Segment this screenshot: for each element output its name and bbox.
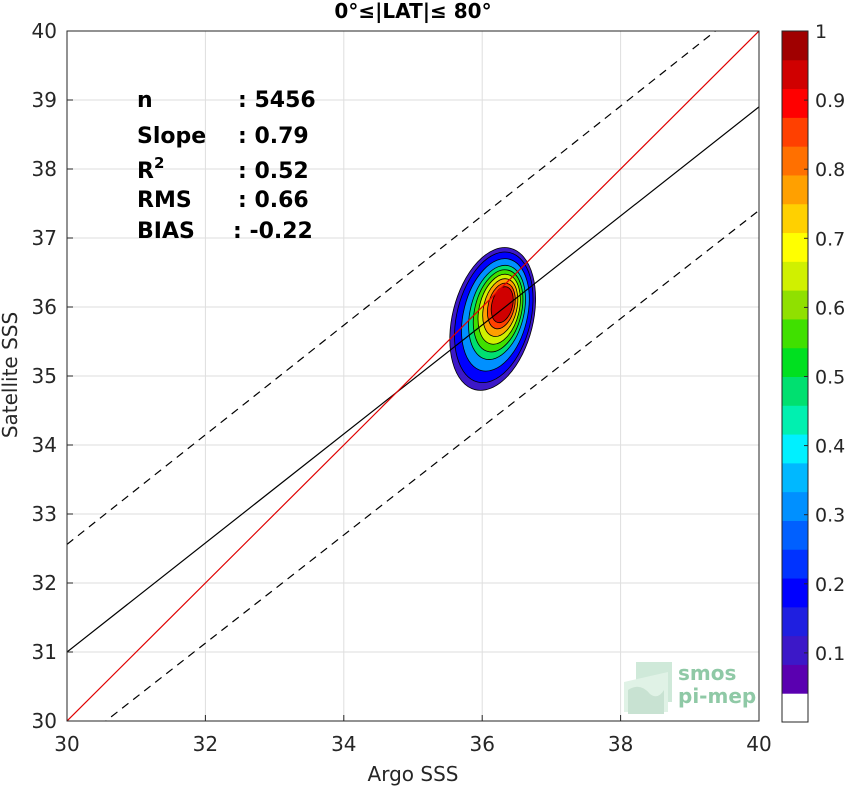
colorbar-segment	[782, 146, 808, 176]
stat-label: RMS	[137, 188, 192, 213]
y-tick-label: 39	[32, 88, 57, 112]
x-tick-label: 34	[331, 732, 356, 756]
x-tick-label: 36	[469, 732, 494, 756]
stat-value: : 0.52	[238, 159, 309, 184]
colorbar-segment	[782, 174, 808, 205]
y-axis-label: Satellite SSS	[0, 312, 22, 438]
y-tick-label: 35	[32, 364, 57, 388]
reference-lines	[67, 31, 759, 721]
colorbar-segment	[782, 117, 808, 147]
colorbar-segment	[782, 347, 808, 377]
colorbar-tick-label: 0.4	[815, 436, 845, 458]
x-tick-label: 38	[608, 732, 633, 756]
stat-label: R2	[137, 154, 164, 184]
colorbar-segment	[782, 434, 808, 464]
colorbar-segment	[782, 376, 808, 406]
x-tick-label: 30	[54, 732, 79, 756]
upper-dashed-line	[67, 31, 717, 545]
colorbar-segment	[782, 578, 808, 608]
y-tick-label: 37	[32, 226, 57, 250]
stat-value: : -0.22	[233, 219, 313, 244]
colorbar-segment	[782, 664, 808, 694]
lower-dashed-line	[104, 209, 759, 721]
colorbar-segment	[782, 693, 808, 723]
stats-box: n : 5456 Slope : 0.79 R2 : 0.52 RMS : 0.66 BIAS:…	[137, 88, 316, 244]
colorbar-segment	[782, 261, 808, 291]
colorbar-segment	[782, 59, 808, 90]
colorbar-tick-label: 0.3	[815, 505, 845, 527]
stat-label: n	[137, 88, 153, 113]
stat-superscript: 2	[154, 154, 164, 172]
colorbar-segment	[782, 88, 808, 118]
y-tick-label: 36	[32, 295, 57, 319]
y-tick-label: 32	[32, 571, 57, 595]
colorbar-segment	[782, 549, 808, 579]
colorbar-tick-label: 0.7	[815, 228, 845, 250]
colorbar-segment	[782, 635, 808, 665]
colorbar-tick-label: 0.8	[815, 159, 845, 181]
stat-label: Slope	[137, 124, 206, 149]
colorbar-segment	[782, 520, 808, 550]
y-tick-label: 38	[32, 157, 57, 181]
y-tick-label: 30	[32, 709, 57, 733]
colorbar-segment	[782, 606, 808, 637]
colorbar-segment	[782, 318, 808, 349]
colorbar-segment	[782, 232, 808, 262]
stat-label: BIAS	[137, 219, 195, 244]
x-tick-label: 40	[746, 732, 771, 756]
y-tick-label: 31	[32, 640, 57, 664]
x-tick-label: 32	[193, 732, 218, 756]
colorbar-segment	[782, 203, 808, 234]
colorbar-tick-label: 0.1	[815, 643, 845, 665]
axis-ticks: 30 32 34 36 38 40 30 31 32 33 34 35 36 37 38 39 40	[32, 19, 772, 756]
colorbar-tick-label: 0.5	[815, 367, 845, 389]
colorbar-tick-label: 0.2	[815, 574, 845, 596]
density-contours	[449, 247, 536, 391]
chart-title: 0°≤|LAT|≤ 80°	[334, 0, 491, 23]
colorbar-segment	[782, 405, 808, 435]
colorbar-segment	[782, 462, 808, 493]
colorbar: 0.1 0.2 0.3 0.4 0.5 0.6 0.7 0.8 0.9 1	[781, 21, 845, 723]
colorbar-segment	[782, 491, 808, 521]
colorbar-segment	[782, 31, 808, 61]
y-tick-label: 33	[32, 502, 57, 526]
stat-value: : 0.66	[238, 188, 309, 213]
stat-value: : 0.79	[238, 124, 309, 149]
colorbar-tick-label: 1	[815, 21, 827, 43]
y-tick-label: 40	[32, 19, 57, 43]
x-axis-label: Argo SSS	[368, 762, 459, 786]
stat-value: : 5456	[238, 88, 316, 113]
smos-pi-mep-logo: smos pi-mep	[624, 661, 756, 714]
y-tick-label: 34	[32, 433, 57, 457]
regression-line	[67, 106, 759, 653]
logo-text-smos: smos	[678, 661, 736, 685]
colorbar-segment	[782, 290, 808, 320]
colorbar-tick-label: 0.6	[815, 297, 845, 319]
colorbar-tick-label: 0.9	[815, 90, 845, 112]
logo-text-pi-mep: pi-mep	[678, 684, 756, 708]
identity-line	[67, 31, 759, 721]
